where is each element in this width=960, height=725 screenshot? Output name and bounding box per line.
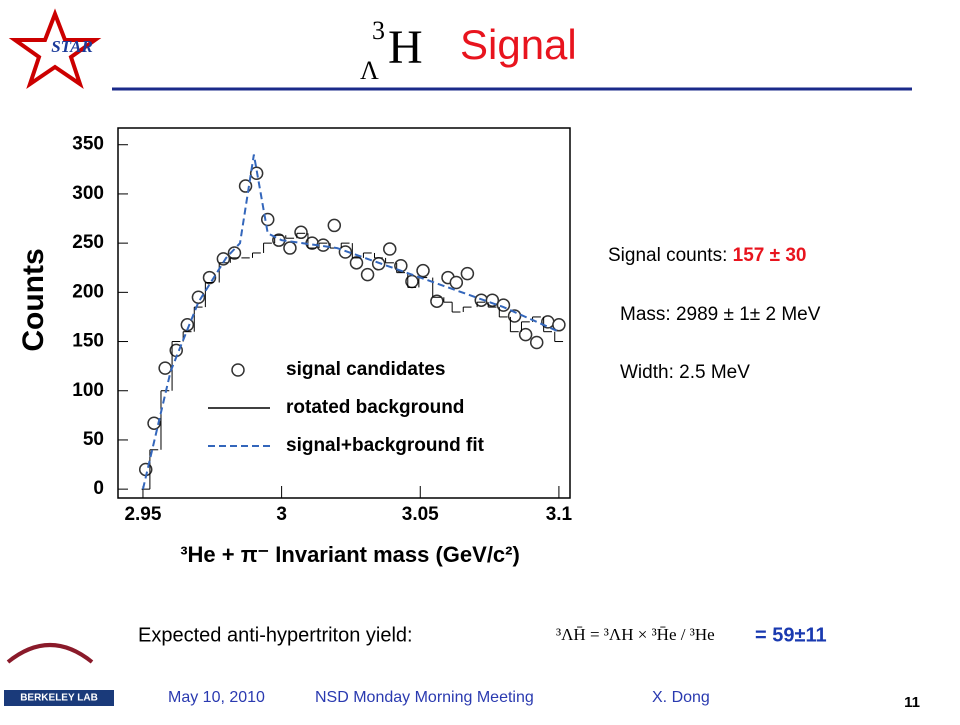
- footer-date: May 10, 2010: [168, 689, 265, 706]
- yield-formula: ³ΛH̄ = ³ΛH × ³H̄e / ³He: [556, 625, 715, 644]
- data-point: [552, 318, 566, 332]
- plot-frame: [117, 127, 571, 499]
- lab-bar: [4, 690, 114, 706]
- logo-text: STAR: [51, 37, 93, 56]
- y-tick-label: 350: [72, 134, 104, 155]
- page-number: 11: [904, 694, 920, 711]
- legend-label: signal+background fit: [286, 435, 485, 456]
- x-tick-label: 3: [276, 504, 287, 525]
- symbol-mass: 3: [372, 16, 385, 45]
- y-axis-label: Counts: [17, 248, 50, 351]
- y-tick-label: 100: [72, 380, 104, 401]
- data-point: [191, 290, 206, 305]
- yield-result: = 59±11: [755, 624, 827, 646]
- data-point: [507, 309, 522, 323]
- fit-line: [141, 154, 560, 490]
- x-tick-label: 3.05: [402, 504, 439, 525]
- counts-value: 157 ± 30: [733, 245, 807, 266]
- footer-meeting: NSD Monday Morning Meeting: [315, 689, 534, 706]
- y-tick-label: 200: [72, 281, 104, 302]
- data-point: [227, 246, 242, 260]
- y-tick-label: 300: [72, 183, 104, 204]
- chart-bg: [22, 120, 592, 575]
- mass: Mass: 2989 ± 1± 2 MeV: [620, 304, 821, 325]
- data-point: [294, 225, 308, 240]
- data-point: [529, 335, 544, 350]
- data-point: [449, 275, 464, 290]
- x-tick-label: 2.95: [124, 504, 161, 525]
- legend-label: signal candidates: [286, 359, 445, 380]
- data-point: [283, 241, 297, 255]
- data-point: [360, 267, 375, 282]
- y-tick-label: 0: [93, 478, 104, 499]
- data-point: [180, 318, 195, 332]
- legend-symbol: [231, 363, 245, 377]
- x-tick-label: 3.1: [546, 504, 573, 525]
- lab-text: BERKELEY LAB: [20, 693, 98, 704]
- data-point: [383, 242, 397, 256]
- data-point: [460, 266, 475, 281]
- title: Signal: [460, 21, 577, 68]
- y-tick-label: 150: [72, 331, 104, 352]
- data-point: [327, 218, 342, 233]
- data-point: [416, 263, 430, 278]
- data-point: [349, 256, 364, 270]
- data-point: [518, 327, 533, 342]
- symbol-element: H: [388, 21, 423, 74]
- footer-author: X. Dong: [652, 689, 710, 706]
- y-tick-label: 250: [72, 232, 104, 253]
- star-logo: [8, 8, 102, 89]
- data-point: [147, 416, 161, 430]
- data-point: [216, 252, 231, 266]
- data-point: [158, 361, 172, 375]
- counts-label: Signal counts: 157 ± 30: [608, 245, 806, 266]
- data-point: [430, 294, 444, 308]
- x-axis-label: ³He + π⁻ Invariant mass (GeV/c²): [180, 542, 520, 567]
- width: Width: 2.5 MeV: [620, 362, 750, 383]
- legend-label: rotated background: [286, 397, 464, 418]
- counts-label-text: Signal counts:: [608, 245, 733, 266]
- y-tick-label: 50: [83, 429, 104, 450]
- symbol-sub: Λ: [360, 56, 379, 85]
- data-point: [260, 212, 275, 227]
- lab-arc: [6, 643, 94, 664]
- yield-label: Expected anti-hypertriton yield:: [138, 624, 413, 646]
